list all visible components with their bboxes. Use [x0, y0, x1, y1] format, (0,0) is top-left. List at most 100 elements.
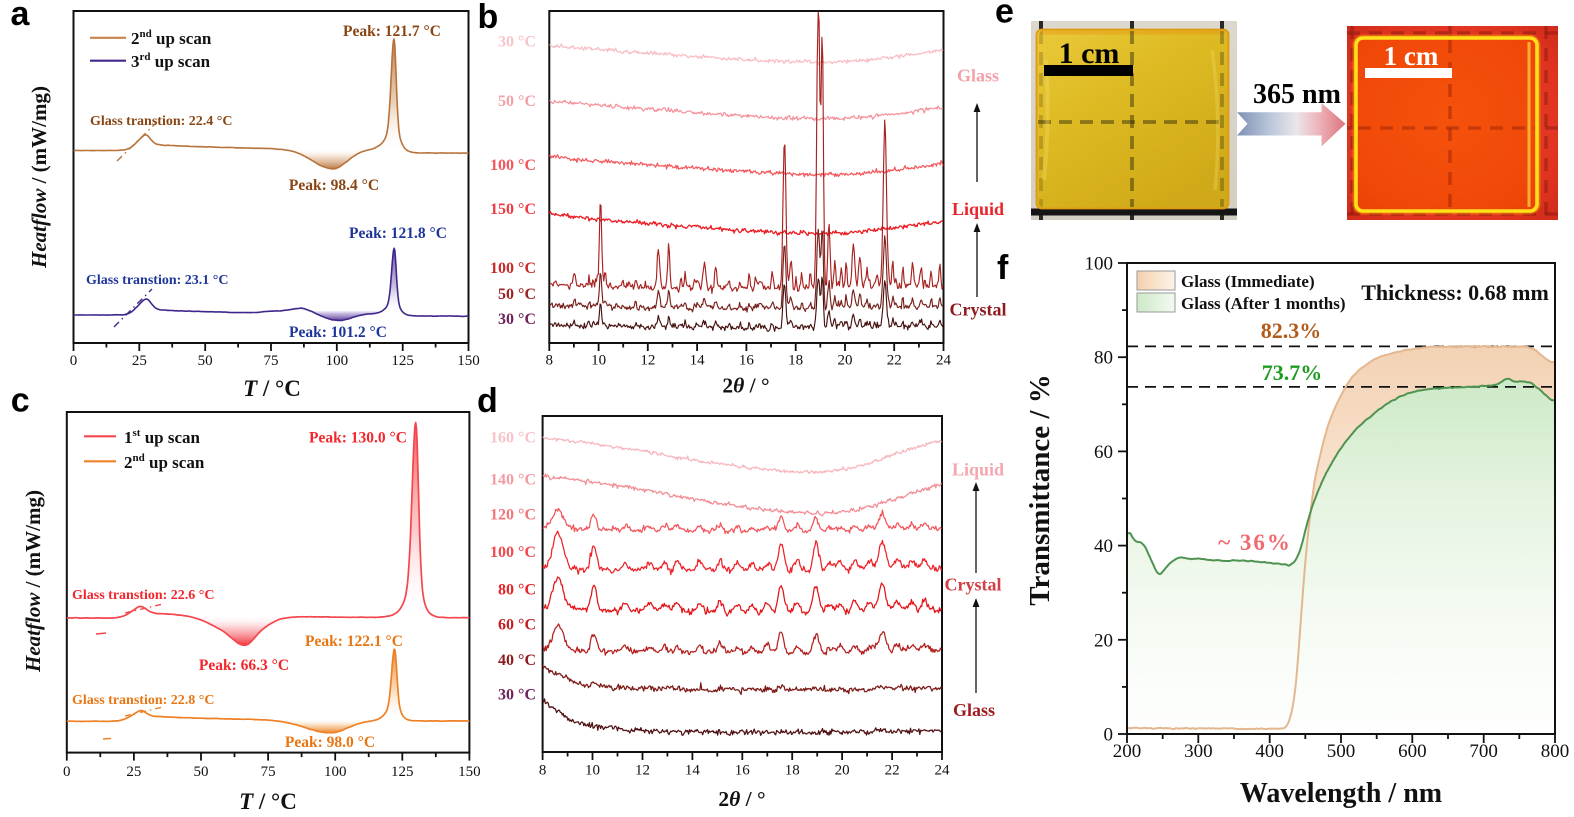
- svg-text:150: 150: [457, 353, 480, 369]
- svg-text:Glass transtion: 22.6 °C: Glass transtion: 22.6 °C: [72, 588, 215, 603]
- svg-text:75: 75: [261, 764, 276, 780]
- svg-text:14: 14: [685, 763, 701, 779]
- svg-text:800: 800: [1541, 741, 1570, 762]
- svg-text:40 °C: 40 °C: [498, 652, 536, 669]
- svg-text:1 cm: 1 cm: [1384, 41, 1439, 71]
- svg-text:75: 75: [264, 353, 279, 369]
- svg-text:18: 18: [785, 763, 800, 779]
- svg-text:22: 22: [885, 763, 900, 779]
- svg-text:Glass transtion: 23.1 °C: Glass transtion: 23.1 °C: [86, 273, 229, 288]
- svg-text:160 °C: 160 °C: [490, 430, 536, 447]
- svg-text:T / °C: T / °C: [243, 376, 301, 401]
- svg-text:50 °C: 50 °C: [498, 286, 536, 303]
- svg-text:c: c: [11, 382, 30, 420]
- svg-text:Glass: Glass: [953, 700, 995, 720]
- svg-text:2nd up scan: 2nd up scan: [124, 452, 205, 472]
- svg-text:25: 25: [132, 353, 147, 369]
- svg-text:365 nm: 365 nm: [1253, 79, 1341, 110]
- svg-text:24: 24: [936, 353, 952, 369]
- svg-text:0: 0: [70, 353, 78, 369]
- svg-text:150 °C: 150 °C: [490, 201, 536, 218]
- svg-text:12: 12: [635, 763, 650, 779]
- svg-text:50: 50: [198, 353, 213, 369]
- svg-text:40: 40: [1094, 536, 1113, 557]
- svg-text:Thickness: 0.68 mm: Thickness: 0.68 mm: [1361, 280, 1549, 305]
- svg-text:Peak: 122.1 °C: Peak: 122.1 °C: [305, 633, 403, 650]
- svg-text:25: 25: [126, 764, 141, 780]
- svg-text:Glass transtion: 22.4 °C: Glass transtion: 22.4 °C: [90, 114, 233, 129]
- svg-text:50 °C: 50 °C: [498, 93, 536, 110]
- svg-text:700: 700: [1469, 741, 1498, 762]
- svg-text:Transmittance / %: Transmittance / %: [1024, 374, 1056, 605]
- svg-text:2θ / °: 2θ / °: [722, 374, 769, 398]
- svg-text:2nd up scan: 2nd up scan: [131, 28, 212, 48]
- svg-text:T / °C: T / °C: [239, 789, 297, 814]
- svg-text:8: 8: [546, 353, 554, 369]
- svg-text:Wavelength / nm: Wavelength / nm: [1240, 778, 1442, 809]
- svg-text:Peak: 98.4 °C: Peak: 98.4 °C: [289, 177, 379, 194]
- svg-text:~ 36%: ~ 36%: [1218, 530, 1292, 555]
- svg-text:1st up scan: 1st up scan: [124, 427, 201, 447]
- svg-text:80: 80: [1094, 348, 1113, 369]
- svg-text:0: 0: [63, 764, 71, 780]
- svg-text:80 °C: 80 °C: [498, 582, 536, 599]
- svg-text:Glass: Glass: [957, 66, 999, 86]
- svg-text:1 cm: 1 cm: [1059, 37, 1120, 70]
- svg-text:Heatflow / (mW/mg): Heatflow / (mW/mg): [21, 490, 45, 673]
- svg-text:2θ / °: 2θ / °: [718, 787, 765, 811]
- svg-text:400: 400: [1255, 741, 1284, 762]
- svg-text:60: 60: [1094, 442, 1113, 463]
- svg-text:100 °C: 100 °C: [490, 260, 536, 277]
- svg-text:Peak: 66.3 °C: Peak: 66.3 °C: [199, 657, 289, 674]
- svg-text:22: 22: [887, 353, 902, 369]
- svg-text:d: d: [477, 382, 498, 420]
- svg-text:18: 18: [788, 353, 803, 369]
- svg-text:100: 100: [1085, 254, 1114, 275]
- svg-text:Peak: 130.0 °C: Peak: 130.0 °C: [309, 430, 407, 447]
- svg-text:200: 200: [1113, 741, 1142, 762]
- svg-text:125: 125: [391, 764, 414, 780]
- svg-text:150: 150: [458, 764, 481, 780]
- svg-text:Peak: 121.8 °C: Peak: 121.8 °C: [349, 225, 447, 242]
- svg-text:100 °C: 100 °C: [490, 157, 536, 174]
- svg-text:10: 10: [591, 353, 606, 369]
- svg-text:16: 16: [735, 763, 751, 779]
- svg-text:Peak: 98.0 °C: Peak: 98.0 °C: [285, 734, 375, 751]
- svg-text:100: 100: [324, 764, 347, 780]
- svg-text:Glass (After 1 months): Glass (After 1 months): [1181, 294, 1345, 313]
- svg-text:14: 14: [690, 353, 706, 369]
- svg-text:16: 16: [739, 353, 755, 369]
- svg-text:8: 8: [539, 763, 547, 779]
- svg-text:100: 100: [326, 353, 349, 369]
- svg-text:Crystal: Crystal: [950, 300, 1007, 320]
- svg-text:20: 20: [835, 763, 850, 779]
- svg-text:Liquid: Liquid: [952, 460, 1004, 480]
- svg-text:0: 0: [1104, 725, 1114, 746]
- svg-text:Heatflow / (mW/mg): Heatflow / (mW/mg): [27, 86, 51, 269]
- svg-text:500: 500: [1327, 741, 1356, 762]
- svg-text:140 °C: 140 °C: [490, 472, 536, 489]
- svg-text:125: 125: [391, 353, 414, 369]
- svg-text:10: 10: [585, 763, 600, 779]
- svg-text:Peak: 121.7 °C: Peak: 121.7 °C: [343, 23, 441, 40]
- svg-text:60 °C: 60 °C: [498, 617, 536, 634]
- svg-text:f: f: [997, 249, 1009, 287]
- svg-text:73.7%: 73.7%: [1262, 360, 1323, 385]
- svg-text:120 °C: 120 °C: [490, 507, 536, 524]
- svg-text:30 °C: 30 °C: [498, 687, 536, 704]
- svg-text:300: 300: [1184, 741, 1213, 762]
- svg-text:a: a: [11, 0, 31, 33]
- svg-text:82.3%: 82.3%: [1261, 318, 1322, 343]
- svg-text:Peak: 101.2 °C: Peak: 101.2 °C: [289, 324, 387, 341]
- svg-text:12: 12: [640, 353, 655, 369]
- svg-text:e: e: [995, 0, 1014, 31]
- svg-text:b: b: [478, 0, 499, 36]
- svg-text:30 °C: 30 °C: [498, 311, 536, 328]
- svg-text:3rd up scan: 3rd up scan: [131, 51, 211, 71]
- svg-text:Glass (Immediate): Glass (Immediate): [1181, 272, 1315, 291]
- svg-text:30 °C: 30 °C: [498, 34, 536, 51]
- svg-text:Glass transtion: 22.8 °C: Glass transtion: 22.8 °C: [72, 693, 215, 708]
- svg-text:600: 600: [1398, 741, 1427, 762]
- svg-text:100 °C: 100 °C: [490, 544, 536, 561]
- svg-text:24: 24: [935, 763, 951, 779]
